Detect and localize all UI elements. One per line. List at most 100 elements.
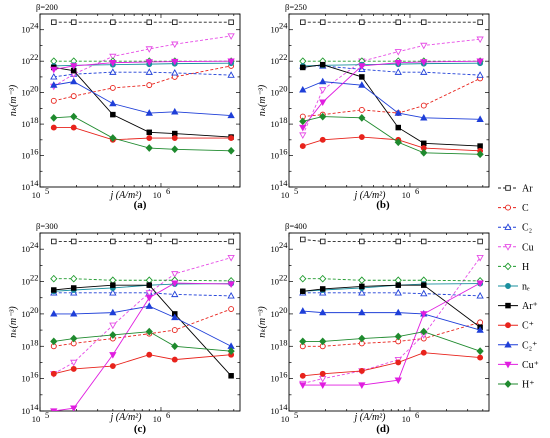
series-line-cu-plus [302,60,481,128]
data-point-ar [319,238,326,245]
legend-item-cu-plus: Cu⁺ [498,360,539,371]
data-point-cu [476,254,484,262]
data-point-h [358,276,366,285]
data-point-cu [299,132,307,140]
x-tick-exponent: 5 [45,410,49,420]
y-tick-exponent: 14 [279,178,288,188]
series-ar [51,238,234,245]
data-point-cu-plus [319,99,327,107]
series-line-c2-plus [302,81,481,120]
y-tick-exponent: 14 [30,402,39,412]
data-point-c2-plus [358,81,366,88]
data-point-cu-plus [299,382,307,389]
y-tick-label: 10 [271,88,280,98]
y-tick-exponent: 24 [279,240,288,250]
data-point-cu-plus [171,280,179,288]
data-point-ar-plus [319,61,326,68]
series-c2-plus [50,302,235,349]
legend-label: Cu [522,242,534,253]
data-point-ar-plus [477,143,483,149]
y-tick-label: 10 [22,182,31,192]
y-tick-exponent: 22 [279,52,288,62]
series-h-plus [50,112,235,155]
y-tick-label: 10 [22,151,31,161]
series-c2-plus [299,307,484,333]
series-line-cu [302,257,481,384]
y-tick-exponent: 16 [279,370,288,380]
y-tick-label: 10 [271,374,280,384]
data-point-c2-plus [476,115,484,123]
data-point-ar [359,238,365,245]
y-tick-label: 10 [271,119,280,129]
data-point-c2-plus [171,107,179,115]
series-ar [300,236,483,245]
legend-marker [504,340,512,348]
series-line-c2 [53,71,232,78]
y-tick-label: 10 [271,182,280,192]
y-tick-exponent: 24 [279,21,288,31]
data-point-c [70,93,77,100]
series-h [299,274,484,285]
data-point-c [228,306,235,312]
series-line-ar-plus [302,64,481,147]
data-point-ar [319,19,326,25]
series-cu-plus [299,58,484,132]
legend-label: nₑ [522,282,530,293]
legend-item-h-plus: H⁺ [498,380,535,391]
data-point-ar-plus [146,282,153,288]
series-line-h-plus [302,331,481,352]
x-tick-exponent: 6 [166,410,170,420]
plot-frame [288,13,490,188]
y-tick-label: 10 [271,151,280,161]
series-group [50,238,235,411]
data-point-cu-plus [70,405,78,411]
y-tick-label: 10 [271,406,280,416]
legend-item-c-plus: C⁺ [498,321,534,332]
x-axis-label: j (A/m²) [108,412,142,423]
data-point-cu-plus [171,58,179,66]
y-axis-label: nₖ(m⁻³) [257,84,268,116]
data-point-h-plus [227,146,235,155]
data-point-ar-plus [51,287,57,293]
x-tick-exponent: 5 [294,410,298,420]
x-tick-exponent: 6 [166,186,170,196]
data-point-c2 [476,291,484,299]
y-tick-exponent: 22 [279,273,288,283]
data-point-cu-plus [319,382,327,389]
data-point-cu [70,359,78,367]
y-tick-exponent: 22 [30,52,39,62]
data-point-c2-plus [50,81,58,88]
series-line-ne [302,283,481,292]
panel-label: (c) [134,423,147,435]
series-line-c2 [302,65,481,76]
data-point-c2-plus [420,113,428,121]
data-point-ar-plus [146,129,153,136]
data-point-h-plus [394,332,402,341]
data-point-ar [300,19,306,25]
data-point-ar-plus [359,74,365,80]
data-point-ar [228,19,234,25]
y-tick-exponent: 14 [279,402,288,412]
legend: Ar C C₂ Cu Hnₑ Ar⁺ C⁺ C₂⁺ Cu⁺ H⁺ [498,184,539,391]
series-c2 [299,288,484,299]
data-point-h-plus [476,150,484,159]
panel-label: (b) [376,199,390,211]
legend-label: C₂⁺ [522,340,537,351]
series-line-cu-plus [53,282,232,411]
legend-item-c2: C₂ [498,223,532,234]
data-point-c2 [227,71,235,78]
series-c2-plus [50,77,235,119]
data-point-cu-plus [476,280,484,288]
y-tick-label: 10 [22,244,31,254]
data-point-cu-plus [109,60,117,67]
data-point-ar-plus [359,283,365,290]
data-point-c-plus [146,135,153,141]
x-tick-label: 10 [32,190,41,200]
data-point-ar-plus [421,140,427,147]
legend-marker [505,302,511,309]
data-point-c-plus [358,367,365,374]
series-line-c2 [53,292,232,297]
data-point-c [171,327,178,334]
data-point-c2-plus [109,308,117,316]
legend-marker [505,204,511,211]
